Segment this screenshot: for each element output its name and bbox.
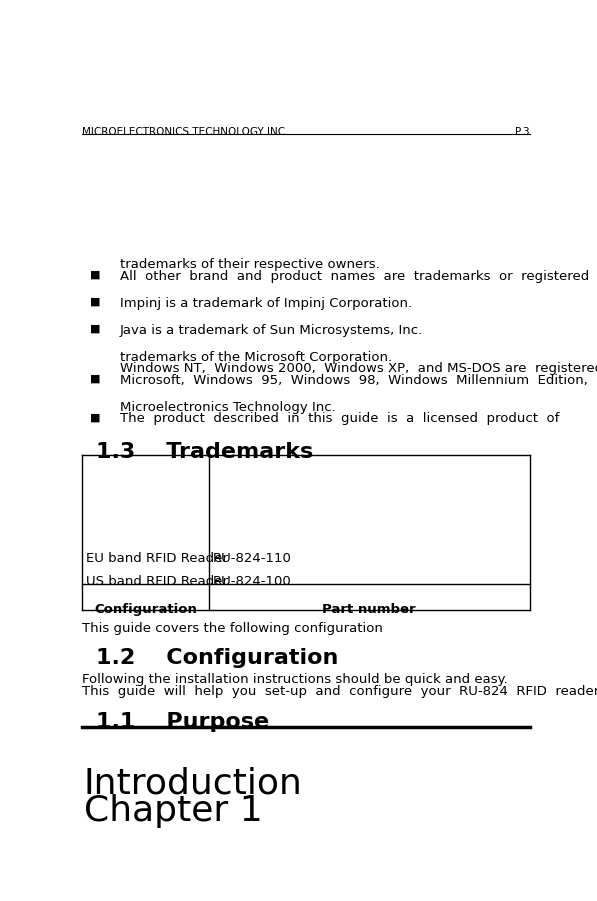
Text: RU-824-110: RU-824-110 [213,551,291,565]
Text: 1.3    Trademarks: 1.3 Trademarks [96,441,313,461]
Text: MICROELECTRONICS TECHNOLOGY INC.: MICROELECTRONICS TECHNOLOGY INC. [82,127,289,137]
Text: ■: ■ [90,269,101,280]
Text: trademarks of their respective owners.: trademarks of their respective owners. [119,259,379,271]
Text: Windows NT,  Windows 2000,  Windows XP,  and MS-DOS are  registered: Windows NT, Windows 2000, Windows XP, an… [119,362,597,375]
Text: Microsoft,  Windows  95,  Windows  98,  Windows  Millennium  Edition,: Microsoft, Windows 95, Windows 98, Windo… [119,374,587,387]
Text: 1.1    Purpose: 1.1 Purpose [96,712,269,732]
Text: Chapter 1: Chapter 1 [84,794,263,828]
Text: ■: ■ [90,296,101,306]
Text: Java is a trademark of Sun Microsystems, Inc.: Java is a trademark of Sun Microsystems,… [119,323,423,337]
Text: Configuration: Configuration [94,604,197,616]
Text: P.3: P.3 [515,127,530,137]
Text: Microelectronics Technology Inc.: Microelectronics Technology Inc. [119,401,336,414]
Text: All  other  brand  and  product  names  are  trademarks  or  registered: All other brand and product names are tr… [119,269,589,283]
Text: RU-824-100: RU-824-100 [213,575,291,587]
Text: Impinj is a trademark of Impinj Corporation.: Impinj is a trademark of Impinj Corporat… [119,296,412,310]
Text: Introduction: Introduction [84,767,303,800]
Text: Part number: Part number [322,604,416,616]
Text: trademarks of the Microsoft Corporation.: trademarks of the Microsoft Corporation. [119,350,392,364]
Text: ■: ■ [90,374,101,384]
Text: Following the installation instructions should be quick and easy.: Following the installation instructions … [82,673,508,687]
Text: This  guide  will  help  you  set-up  and  configure  your  RU-824  RFID  reader: This guide will help you set-up and conf… [82,685,597,698]
Text: 1.2    Configuration: 1.2 Configuration [96,648,338,668]
Text: ■: ■ [90,323,101,333]
Text: US band RFID Reader: US band RFID Reader [86,575,228,587]
Text: ■: ■ [90,413,101,423]
Text: The  product  described  in  this  guide  is  a  licensed  product  of: The product described in this guide is a… [119,413,559,425]
Text: EU band RFID Reader: EU band RFID Reader [86,551,228,565]
Text: This guide covers the following configuration: This guide covers the following configur… [82,623,383,635]
